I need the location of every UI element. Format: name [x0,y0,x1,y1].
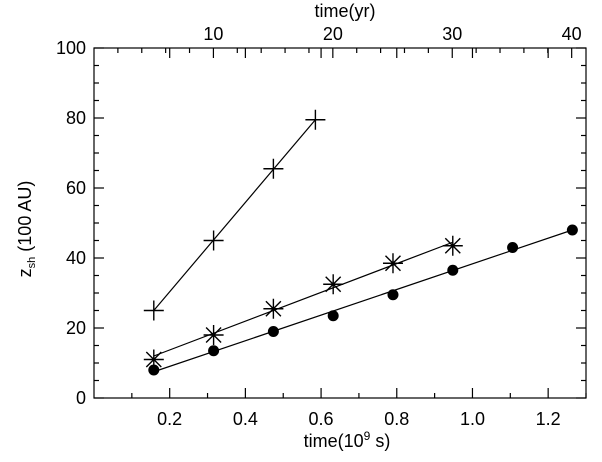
data-point-dot [267,326,279,337]
data-point-plus [143,300,164,321]
data-point-asterisk [323,274,344,295]
data-point-plus [203,230,224,251]
fit-line-dot [153,229,573,373]
x2-tick-label: 10 [203,24,223,44]
data-point-dot [327,310,339,322]
data-point-dot [507,242,519,253]
y-tick-label: 80 [66,108,86,128]
data-point-asterisk [203,325,224,345]
data-point-plus [263,158,284,179]
x-tick-label: 0.2 [157,409,182,429]
x2-tick-label: 20 [323,24,343,44]
data-point-dot [566,224,578,236]
fit-line-plus [153,119,316,311]
data-point-dot [447,264,459,276]
y-tick-label: 100 [56,38,86,58]
y-tick-label: 60 [66,178,86,198]
y-tick-label: 0 [76,388,86,408]
data-point-dot [387,289,399,301]
fit-lines [153,119,573,373]
data-point-asterisk [263,298,284,319]
y-axis-label: zsh (100 AU) [15,181,38,278]
x-tick-label: 0.6 [309,409,334,429]
data-point-asterisk [442,235,463,256]
data-point-dot [208,345,220,357]
x2-axis-label: time(yr) [315,1,376,21]
data-point-plus [305,109,326,130]
x-tick-label: 0.8 [384,409,409,429]
axis-ticks: 0.2 0.4 0.6 0.8 1.0 1.2 10 20 30 40 0 20 40 60 80 100 [56,24,587,429]
data-point-dot [148,364,160,376]
fit-line-asterisk [153,241,453,357]
data-markers [143,109,578,376]
y-tick-label: 40 [66,248,86,268]
data-point-asterisk [382,253,403,274]
x-tick-label: 0.4 [233,409,258,429]
x2-tick-label: 30 [442,24,462,44]
x-tick-label: 1.0 [460,409,485,429]
data-point-asterisk [143,349,164,370]
x-tick-label: 1.2 [536,409,561,429]
y-tick-label: 20 [66,318,86,338]
plot-frame [93,47,587,399]
plot-axes [93,47,587,399]
x2-tick-label: 40 [562,24,582,44]
x-axis-label: time(109 s) [304,429,391,451]
